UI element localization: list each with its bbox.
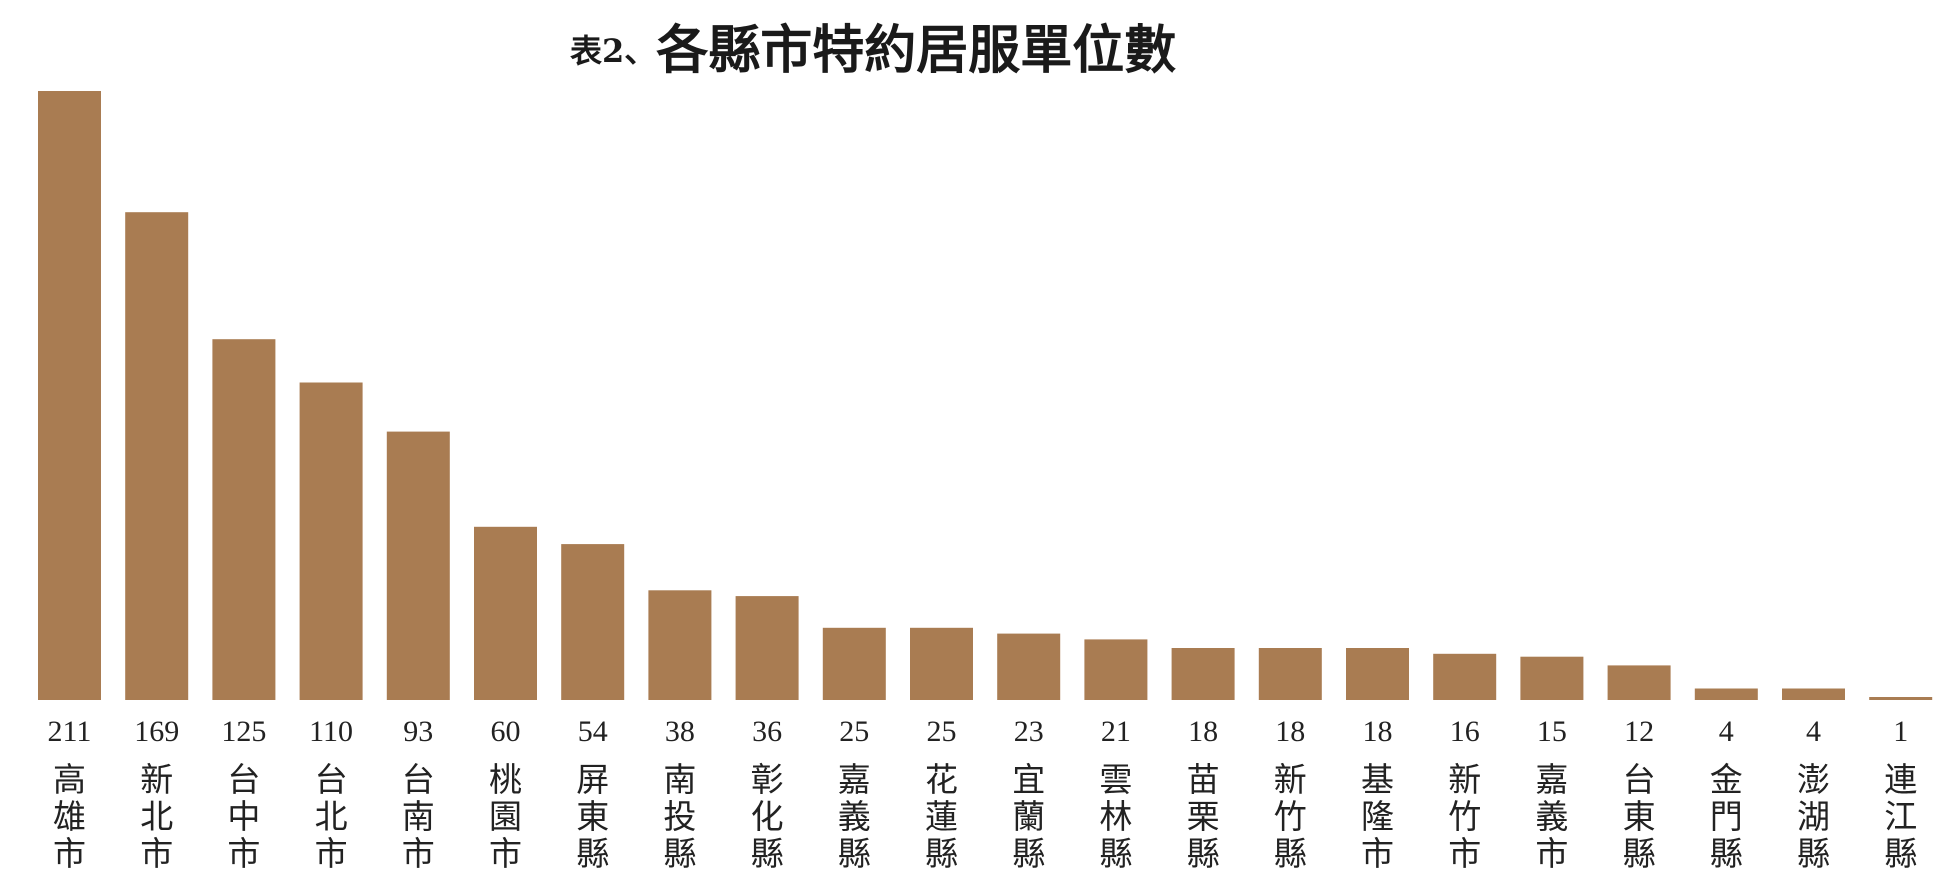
chart-title-prefix: 表2、 bbox=[570, 32, 657, 70]
bar-花蓮縣 bbox=[910, 627, 973, 700]
value-label: 25 bbox=[927, 715, 957, 748]
value-label: 54 bbox=[578, 715, 608, 748]
value-label: 93 bbox=[403, 715, 433, 748]
value-label: 211 bbox=[48, 715, 92, 748]
bar-新北市 bbox=[125, 212, 189, 700]
value-label: 125 bbox=[221, 715, 266, 748]
bar-金門縣 bbox=[1694, 688, 1758, 700]
value-label: 18 bbox=[1363, 715, 1393, 748]
bar-連江縣 bbox=[1869, 697, 1933, 700]
bar-嘉義縣 bbox=[822, 627, 886, 700]
category-label: 南投縣 bbox=[663, 760, 696, 873]
bar-台北市 bbox=[299, 382, 363, 700]
bar-桃園市 bbox=[474, 526, 537, 700]
value-label: 23 bbox=[1014, 715, 1044, 748]
value-label: 18 bbox=[1188, 715, 1218, 748]
category-label: 宜蘭縣 bbox=[1012, 760, 1045, 873]
category-label: 桃園市 bbox=[489, 760, 522, 873]
category-label: 雲林縣 bbox=[1099, 760, 1132, 873]
value-label: 36 bbox=[752, 715, 782, 748]
value-label: 18 bbox=[1275, 715, 1305, 748]
category-label: 台北市 bbox=[315, 760, 348, 873]
bar-屏東縣 bbox=[561, 544, 625, 700]
bar-苗栗縣 bbox=[1171, 648, 1235, 700]
category-label: 花蓮縣 bbox=[925, 760, 958, 873]
value-label: 25 bbox=[839, 715, 869, 748]
value-label: 38 bbox=[665, 715, 695, 748]
category-label: 台南市 bbox=[402, 760, 435, 873]
category-label: 嘉義縣 bbox=[838, 760, 871, 873]
bar-台南市 bbox=[386, 431, 450, 700]
category-label: 新竹縣 bbox=[1274, 760, 1307, 873]
value-label: 1 bbox=[1893, 715, 1908, 748]
bar-澎湖縣 bbox=[1782, 688, 1845, 700]
category-label: 新北市 bbox=[140, 760, 173, 873]
bar-宜蘭縣 bbox=[997, 633, 1061, 700]
category-label: 澎湖縣 bbox=[1797, 760, 1830, 873]
category-label: 台中市 bbox=[227, 760, 260, 873]
category-label: 苗栗縣 bbox=[1187, 760, 1220, 873]
bar-南投縣 bbox=[648, 590, 712, 700]
value-label: 110 bbox=[309, 715, 353, 748]
value-label: 12 bbox=[1624, 715, 1654, 748]
category-label: 高雄市 bbox=[53, 760, 86, 873]
category-label: 新竹市 bbox=[1448, 760, 1481, 873]
value-label: 4 bbox=[1719, 715, 1734, 748]
value-label: 16 bbox=[1450, 715, 1480, 748]
value-label: 15 bbox=[1537, 715, 1567, 748]
chart-title-main: 各縣市特約居服單位數 bbox=[656, 20, 1177, 81]
value-label: 4 bbox=[1806, 715, 1821, 748]
category-label: 彰化縣 bbox=[751, 760, 784, 873]
bar-台東縣 bbox=[1607, 665, 1671, 700]
bar-高雄市 bbox=[38, 91, 101, 700]
category-label: 基隆市 bbox=[1361, 760, 1394, 873]
value-label: 169 bbox=[134, 715, 179, 748]
category-label: 嘉義市 bbox=[1535, 760, 1568, 873]
bar-新竹市 bbox=[1433, 653, 1497, 700]
category-label: 台東縣 bbox=[1623, 760, 1656, 873]
category-label: 金門縣 bbox=[1710, 760, 1743, 873]
bar-雲林縣 bbox=[1084, 639, 1148, 700]
chart-title: 表2、各縣市特約居服單位數 bbox=[570, 8, 1176, 83]
value-label: 60 bbox=[491, 715, 521, 748]
value-label: 21 bbox=[1101, 715, 1131, 748]
bar-嘉義市 bbox=[1520, 656, 1584, 700]
category-label: 屏東縣 bbox=[576, 760, 609, 873]
bar-彰化縣 bbox=[735, 596, 799, 700]
category-label: 連江縣 bbox=[1884, 760, 1917, 873]
bar-基隆市 bbox=[1346, 648, 1409, 700]
bar-台中市 bbox=[212, 339, 276, 700]
bar-新竹縣 bbox=[1258, 648, 1322, 700]
